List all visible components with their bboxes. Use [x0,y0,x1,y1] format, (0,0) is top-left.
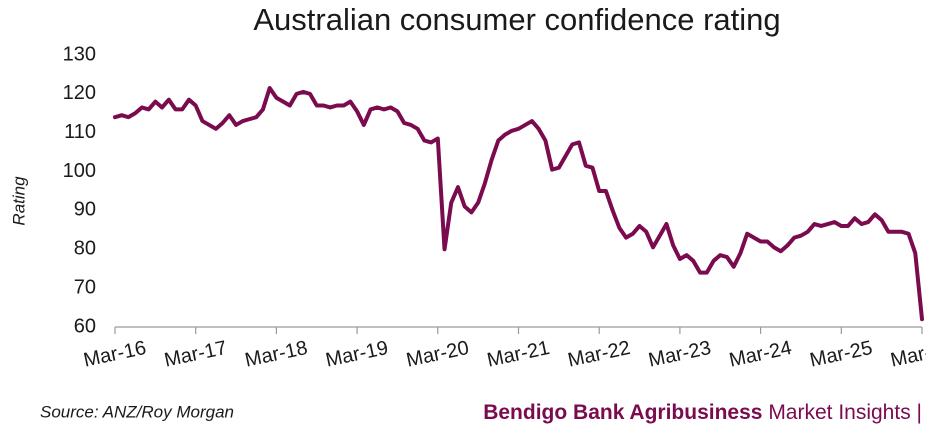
footer-brand: Bendigo Bank Agribusiness Market Insight… [483,401,922,424]
x-tick-label: Mar-17 [162,337,229,372]
data-line [113,86,924,322]
tagline: Market Insights | [768,401,922,424]
source-note: Source: ANZ/Roy Morgan [40,402,234,421]
y-axis-label: Rating [9,176,28,226]
x-tick-label: Mar-22 [566,337,633,372]
x-tick-label: Mar-24 [727,337,794,372]
x-tick-label: Mar-23 [646,337,713,372]
brand: Bendigo Bank Agribusiness [483,401,762,424]
y-tick-label: 60 [74,315,96,337]
chart-title: Australian consumer confidence rating [253,2,780,37]
x-tick-label: Mar-16 [82,337,149,372]
y-tick-label: 130 [63,43,96,65]
x-tick-label: Mar-20 [404,337,471,372]
y-tick-label: 100 [63,160,96,182]
y-tick-label: 120 [63,82,96,104]
y-tick-label: 80 [74,238,96,260]
x-tick-label: Mar-26 [889,337,926,372]
x-tick-label: Mar-18 [243,337,310,372]
x-tick-label: Mar-21 [485,337,552,372]
y-tick-label: 110 [64,121,96,143]
y-tick-label: 90 [74,199,96,221]
x-tick-label: Mar-25 [808,337,875,372]
x-tick-label: Mar-19 [324,337,391,372]
y-tick-label: 70 [74,276,96,298]
